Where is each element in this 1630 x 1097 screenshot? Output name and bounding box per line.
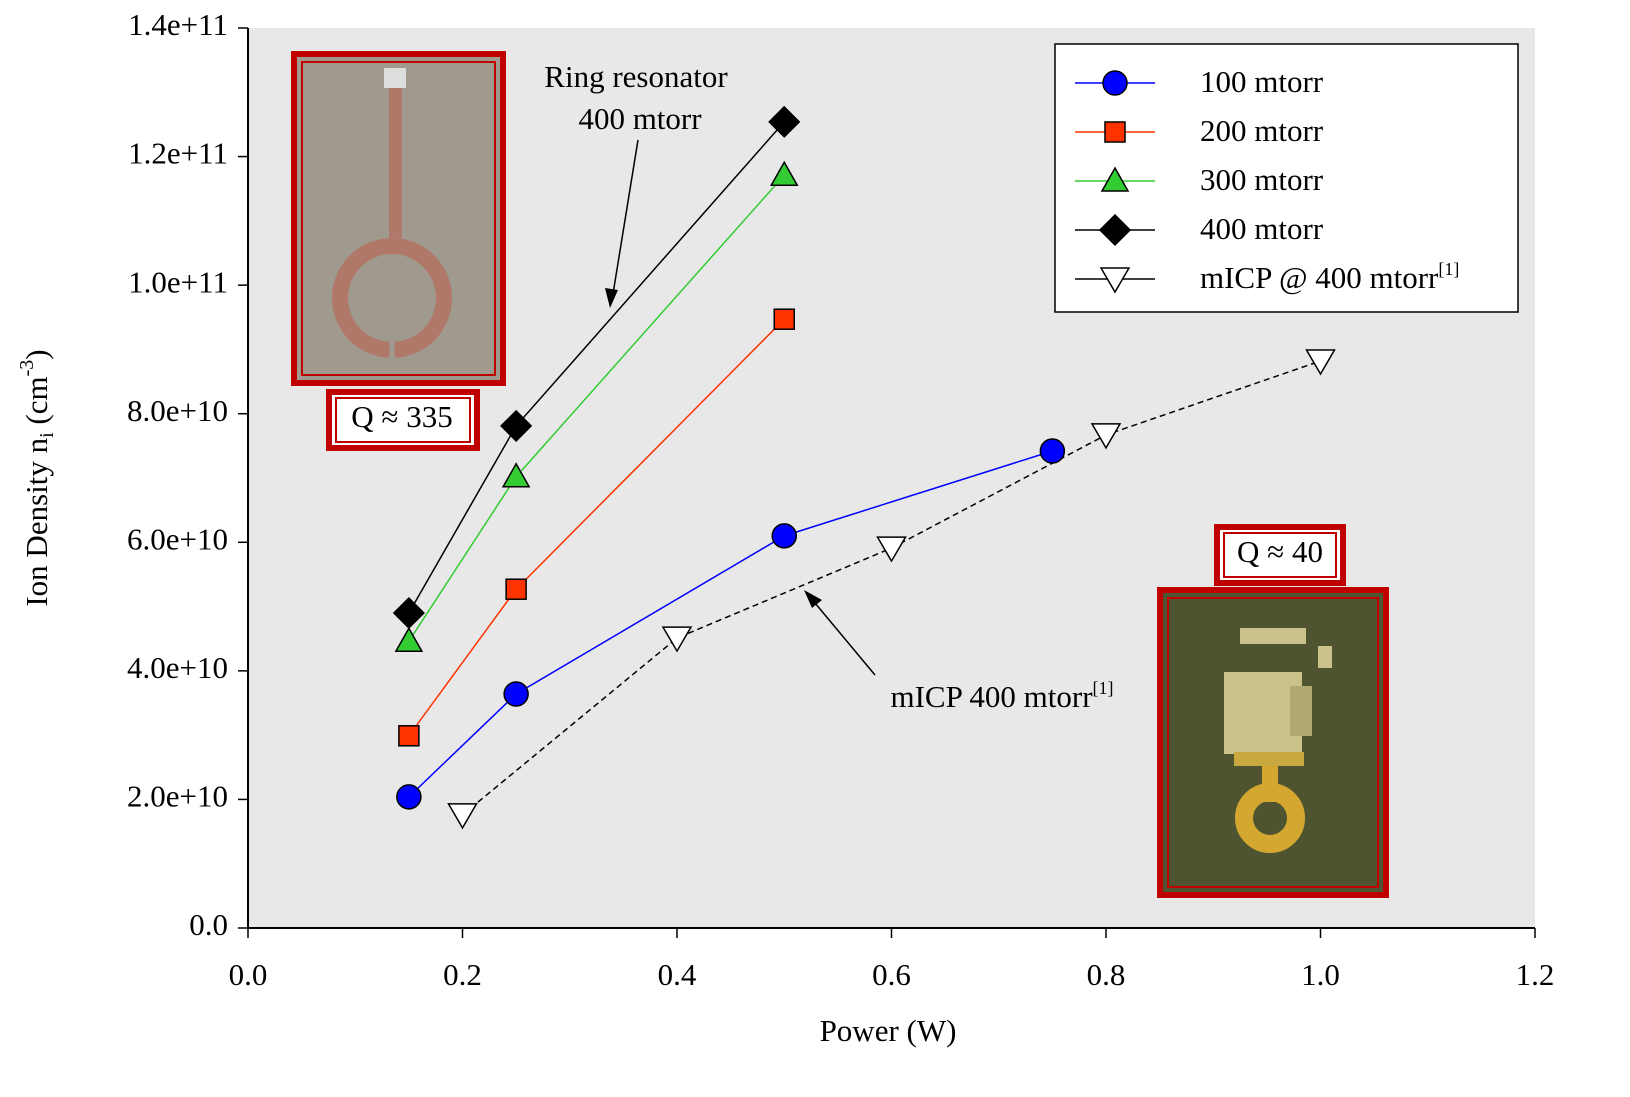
chart: Q ≈ 335 Q ≈ 40 Ring resonator 400 mtorr …: [0, 0, 1630, 1097]
legend-label: 200 mtorr: [1200, 113, 1324, 148]
legend-label: 400 mtorr: [1200, 211, 1324, 246]
y-tick-label: 6.0e+10: [127, 521, 228, 556]
annotation: Q ≈ 335: [351, 399, 452, 434]
photo-micp: [1160, 590, 1386, 895]
annotation: Q ≈ 40: [1237, 534, 1323, 569]
photo-ring-resonator: [294, 54, 503, 383]
x-tick-label: 0.4: [658, 957, 697, 992]
y-title-text: (cm: [19, 376, 54, 432]
marker: [504, 682, 528, 706]
legend-sup: [1]: [1438, 259, 1459, 279]
q-box-right: Q ≈ 40: [1217, 527, 1343, 583]
annotation-text: mICP 400 mtorr: [890, 679, 1093, 714]
y-axis-title: Ion Density ni (cm-3): [16, 349, 58, 606]
x-tick-label: 0.8: [1087, 957, 1126, 992]
marker: [1040, 439, 1064, 463]
marker: [397, 785, 421, 809]
annotation: mICP 400 mtorr[1]: [890, 678, 1113, 714]
x-axis-title: Power (W): [820, 1013, 957, 1048]
marker: [399, 726, 419, 746]
y-tick-label: 1.4e+11: [128, 7, 228, 42]
legend-label: 100 mtorr: [1200, 64, 1324, 99]
x-tick-label: 1.0: [1301, 957, 1340, 992]
annotation: 400 mtorr: [578, 101, 702, 136]
x-tick-label: 0.0: [229, 957, 268, 992]
y-tick-label: 2.0e+10: [127, 779, 228, 814]
legend-text: mICP @ 400 mtorr: [1200, 260, 1439, 295]
marker: [774, 309, 794, 329]
y-title-text: Ion Density n: [19, 437, 54, 606]
x-tick-label: 0.6: [872, 957, 911, 992]
y-title-sup: -3: [16, 360, 38, 377]
x-tick-label: 1.2: [1516, 957, 1555, 992]
annotation-sup: [1]: [1093, 678, 1114, 698]
legend-marker: [1105, 122, 1125, 142]
legend-label: mICP @ 400 mtorr[1]: [1200, 259, 1459, 295]
y-tick-label: 8.0e+10: [127, 393, 228, 428]
q-box-left: Q ≈ 335: [329, 392, 477, 448]
y-tick-label: 0.0: [189, 907, 228, 942]
legend-marker: [1103, 71, 1127, 95]
marker: [506, 579, 526, 599]
y-tick-label: 1.0e+11: [128, 264, 228, 299]
y-tick-label: 1.2e+11: [128, 136, 228, 171]
x-tick-label: 0.2: [443, 957, 482, 992]
marker: [772, 524, 796, 548]
y-tick-label: 4.0e+10: [127, 650, 228, 685]
y-title-text: ): [19, 349, 54, 359]
legend-label: 300 mtorr: [1200, 162, 1324, 197]
annotation: Ring resonator: [544, 59, 728, 94]
